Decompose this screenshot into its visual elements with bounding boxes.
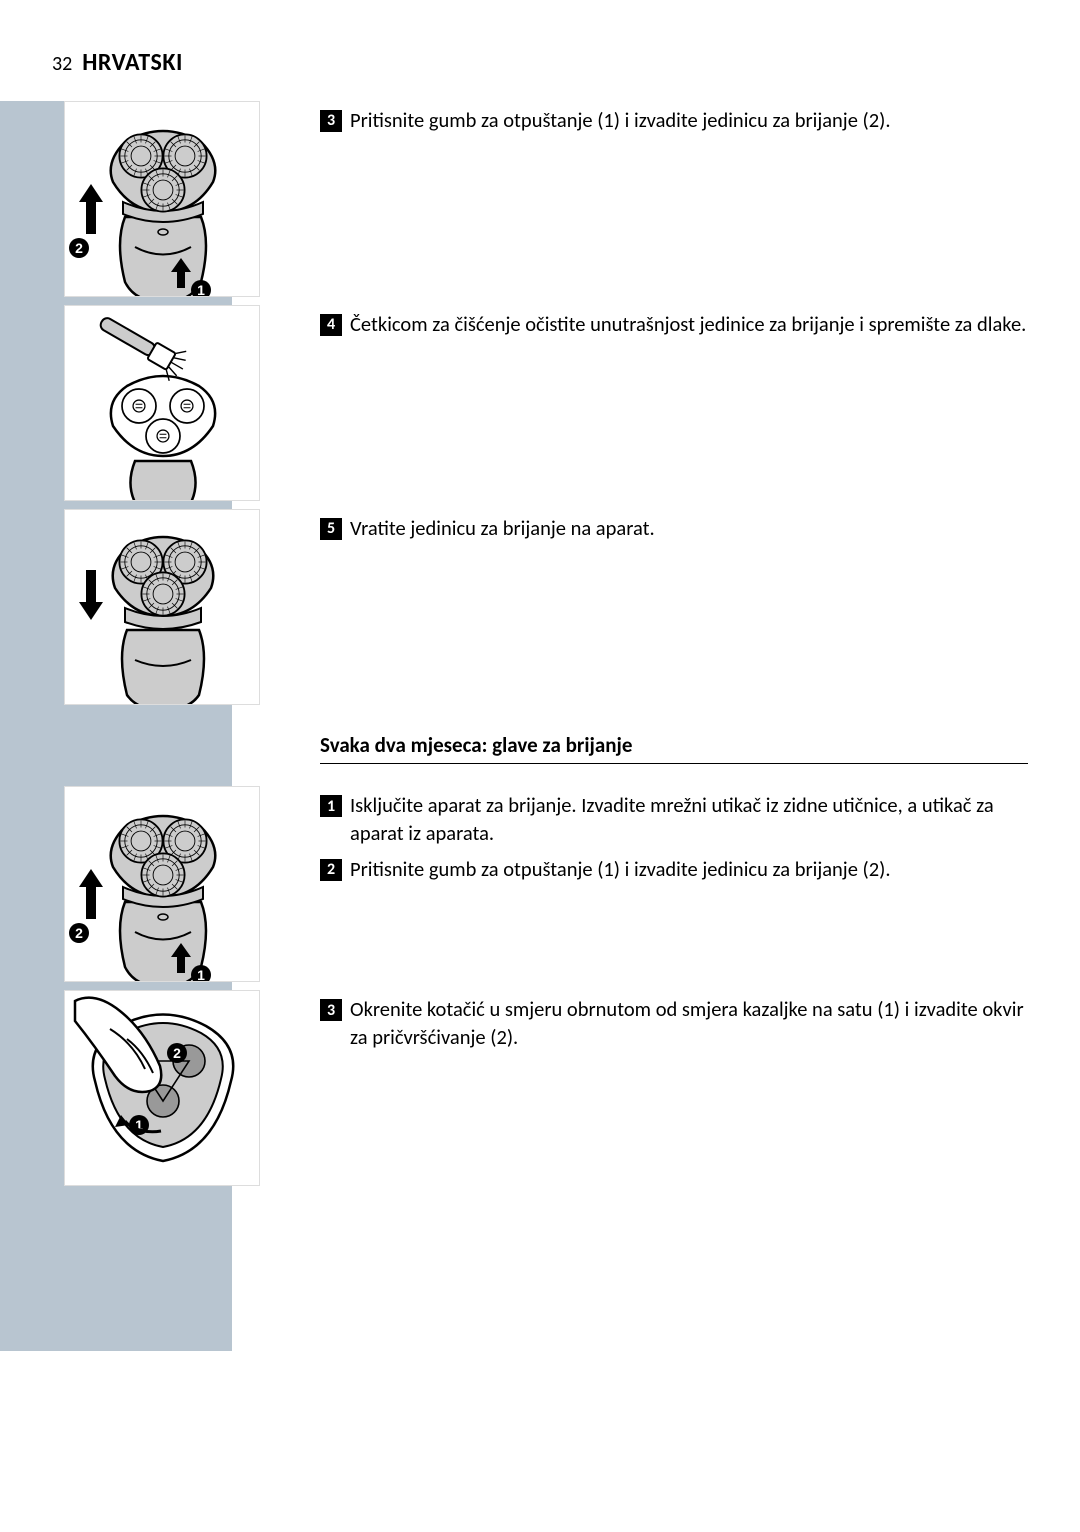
instruction-text-column: 4 Četkicom za čišćenje očistite unutrašn… — [272, 305, 1028, 347]
step: 5 Vratite jedinicu za brijanje na aparat… — [320, 515, 1028, 543]
step-text: Isključite aparat za brijanje. Izvadite … — [350, 792, 1028, 847]
illustration-release-button — [64, 101, 260, 297]
illustration-brush-clean — [64, 305, 260, 501]
language-title: HRVATSKI — [82, 48, 183, 77]
illustration-column — [52, 990, 272, 1186]
step: 3 Okrenite kotačić u smjeru obrnutom od … — [320, 996, 1028, 1051]
section-subheading: Svaka dva mjeseca: glave za brijanje — [320, 731, 1028, 764]
illustration-column — [52, 786, 272, 982]
instruction-text-column: 5 Vratite jedinicu za brijanje na aparat… — [272, 509, 1028, 551]
step-number-badge: 1 — [320, 795, 342, 817]
illustration-turn-wheel — [64, 990, 260, 1186]
illustration-column — [52, 305, 272, 501]
step-text: Okrenite kotačić u smjeru obrnutom od sm… — [350, 996, 1028, 1051]
instruction-row: 5 Vratite jedinicu za brijanje na aparat… — [52, 509, 1028, 705]
illustration-reattach — [64, 509, 260, 705]
instruction-text-column: Svaka dva mjeseca: glave za brijanje — [272, 713, 1028, 778]
instruction-text-column: 3 Pritisnite gumb za otpuštanje (1) i iz… — [272, 101, 1028, 143]
step-number-badge: 2 — [320, 859, 342, 881]
step-text: Četkicom za čišćenje očistite unutrašnjo… — [350, 311, 1028, 339]
page-number: 32 — [52, 52, 72, 76]
step-text: Pritisnite gumb za otpuštanje (1) i izva… — [350, 856, 1028, 884]
step-number-badge: 3 — [320, 110, 342, 132]
step-number-badge: 4 — [320, 314, 342, 336]
illustration-release-button — [64, 786, 260, 982]
step: 2 Pritisnite gumb za otpuštanje (1) i iz… — [320, 856, 1028, 884]
illustration-column — [52, 509, 272, 705]
section-heading-row: Svaka dva mjeseca: glave za brijanje — [52, 713, 1028, 778]
step: 4 Četkicom za čišćenje očistite unutrašn… — [320, 311, 1028, 339]
manual-page: 32 HRVATSKI 3 Pritisnite gumb za otpušta… — [0, 0, 1080, 1234]
instruction-text-column: 3 Okrenite kotačić u smjeru obrnutom od … — [272, 990, 1028, 1059]
instruction-row: 3 Okrenite kotačić u smjeru obrnutom od … — [52, 990, 1028, 1186]
instruction-row: 4 Četkicom za čišćenje očistite unutrašn… — [52, 305, 1028, 501]
step-number-badge: 5 — [320, 518, 342, 540]
instruction-text-column: 1 Isključite aparat za brijanje. Izvadit… — [272, 786, 1028, 891]
step-text: Vratite jedinicu za brijanje na aparat. — [350, 515, 1028, 543]
step: 1 Isključite aparat za brijanje. Izvadit… — [320, 792, 1028, 847]
content-area: 3 Pritisnite gumb za otpuštanje (1) i iz… — [52, 101, 1028, 1186]
illustration-column — [52, 101, 272, 297]
instruction-row: 1 Isključite aparat za brijanje. Izvadit… — [52, 786, 1028, 982]
step-text: Pritisnite gumb za otpuštanje (1) i izva… — [350, 107, 1028, 135]
page-header: 32 HRVATSKI — [52, 48, 1028, 77]
instruction-row: 3 Pritisnite gumb za otpuštanje (1) i iz… — [52, 101, 1028, 297]
step-number-badge: 3 — [320, 999, 342, 1021]
step: 3 Pritisnite gumb za otpuštanje (1) i iz… — [320, 107, 1028, 135]
